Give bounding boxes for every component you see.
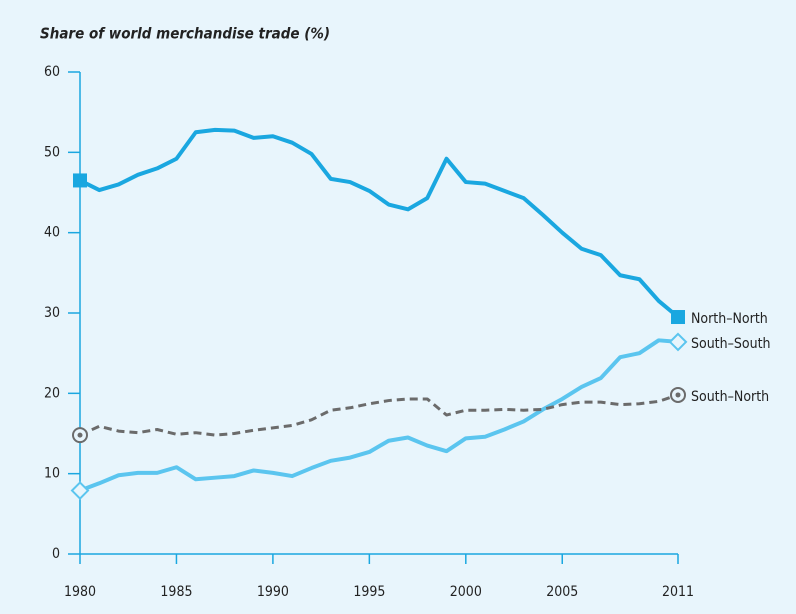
- y-tick-label: 20: [44, 385, 60, 401]
- x-tick-label: 1985: [160, 584, 192, 600]
- end-marker: [671, 310, 685, 325]
- x-tick-label: 1980: [64, 584, 96, 600]
- end-marker: [70, 481, 90, 500]
- legend-label: North–North: [691, 311, 768, 327]
- y-tick-label: 40: [44, 225, 60, 241]
- y-tick-label: 50: [44, 144, 60, 160]
- y-tick-label: 0: [52, 546, 60, 562]
- y-tick-label: 60: [44, 64, 60, 80]
- series-line: [79, 338, 679, 493]
- x-tick-label: 1995: [353, 584, 385, 600]
- x-tick-label: 1990: [257, 584, 289, 600]
- y-tick-label: 30: [44, 305, 60, 321]
- series-line: [79, 127, 680, 319]
- end-marker-dot: [675, 392, 681, 398]
- x-tick-label: 2005: [546, 584, 578, 600]
- y-tick-label: 10: [44, 466, 60, 482]
- series-line: [79, 393, 679, 437]
- chart-title: Share of world merchandise trade (%): [40, 25, 330, 43]
- x-tick-label: 2000: [450, 584, 482, 600]
- legend-label: South–North: [691, 389, 769, 405]
- end-marker-dot: [77, 432, 83, 438]
- end-marker: [73, 173, 87, 188]
- legend-label: South–South: [691, 336, 771, 352]
- x-tick-label: 2011: [662, 584, 694, 600]
- end-marker: [668, 332, 688, 352]
